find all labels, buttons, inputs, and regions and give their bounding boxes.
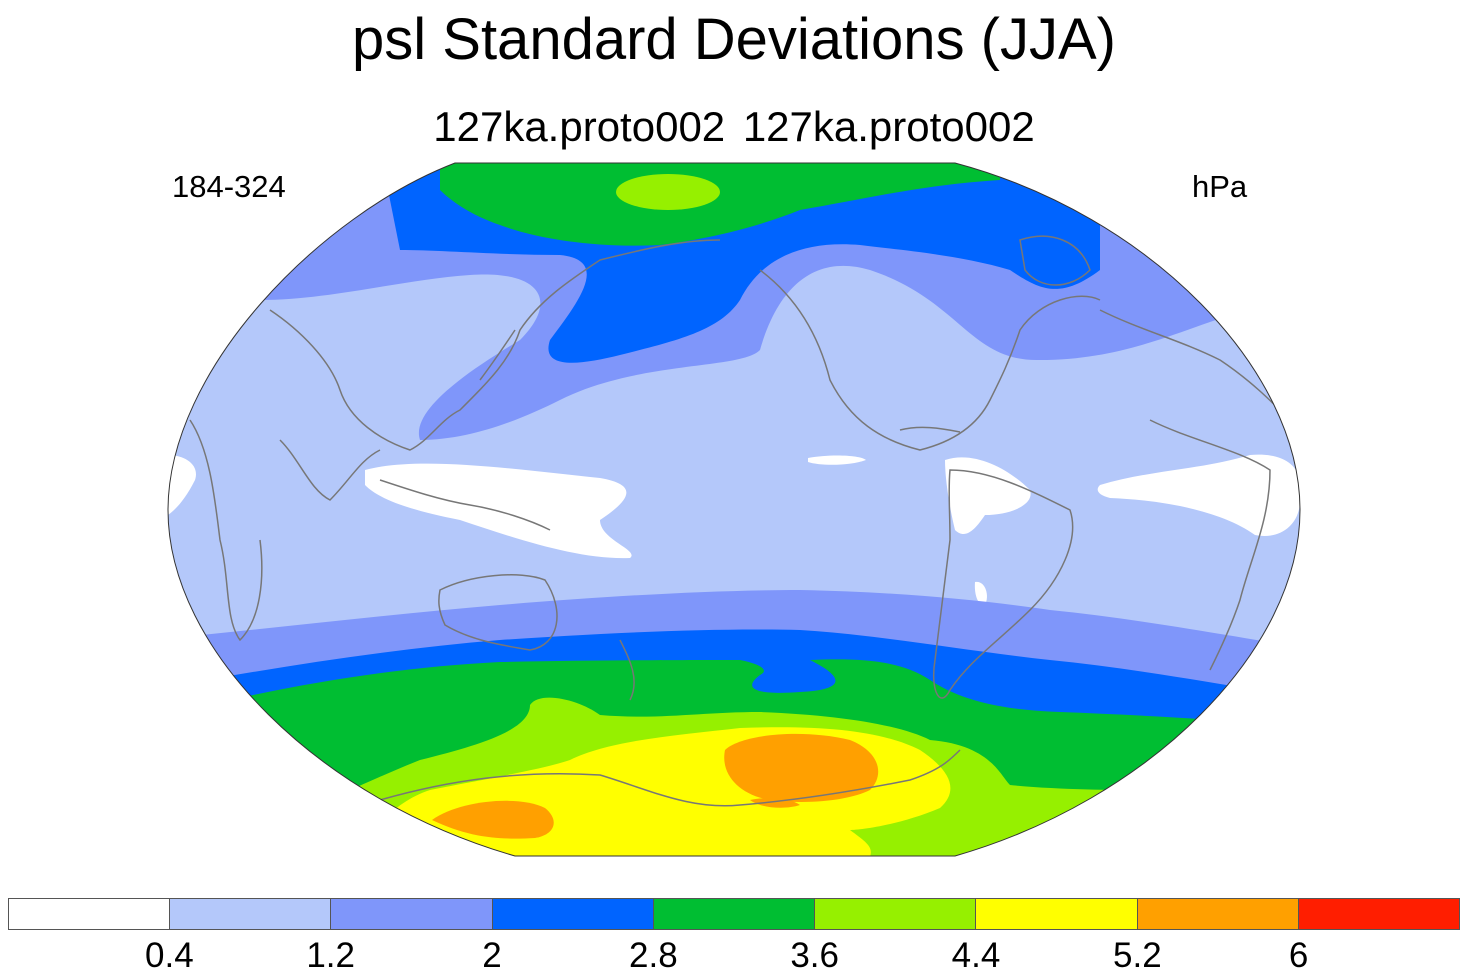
coast-australia [438, 574, 558, 651]
coastlines [189, 235, 1291, 807]
units-label: hPa [1192, 169, 1248, 204]
colorbar-tick-label: 3.6 [790, 936, 839, 975]
colorbar-tick-label: 6 [1288, 936, 1309, 975]
time-range-label: 184-324 [172, 169, 286, 204]
band-below-0.4-epac [808, 455, 866, 465]
colorbar-swatch [653, 899, 816, 929]
colorbar-swatch [9, 899, 171, 929]
colorbar-swatch [331, 899, 493, 929]
coast-samerica [932, 469, 1074, 699]
band-below-0.4-atlantic [1097, 454, 1300, 536]
coast-japan [479, 329, 516, 381]
plot-subtitle: 127ka.proto002 127ka.proto002 [433, 103, 1035, 150]
colorbar-tick-label: 4.4 [951, 936, 1001, 975]
colorbar-swatch [815, 899, 977, 929]
colorbar-tick-label: 1.2 [306, 936, 355, 975]
colorbar-tick-label: 0.4 [145, 936, 194, 975]
colorbar-tick-label: 2 [482, 936, 502, 975]
band-below-0.4-samerica [945, 457, 1031, 535]
coast-greenland [1019, 235, 1091, 286]
colorbar-swatch [1298, 899, 1459, 929]
band-5.2-6-wedd [432, 800, 554, 839]
coast-nz [619, 639, 635, 701]
globe-outline [167, 162, 1301, 857]
band-3.6-4.4-north [616, 174, 720, 210]
coast-africa [189, 419, 263, 642]
plot-title: psl Standard Deviations (JJA) [352, 7, 1116, 72]
contour-fill [168, 163, 1300, 856]
coast-caribbean [899, 426, 961, 433]
coast-antarctica [379, 749, 961, 807]
band-2.8-3.6-north [440, 163, 1000, 246]
coast-indonesia [379, 479, 551, 531]
colorbar-swatch [492, 899, 654, 929]
coast-africa-east [1149, 419, 1271, 671]
coast-namerica [759, 269, 1101, 451]
colorbar [8, 898, 1460, 930]
colorbar-swatch [170, 899, 332, 929]
colorbar-swatch [976, 899, 1138, 929]
band-5.2-6-ross [724, 733, 879, 802]
colorbar-swatch [1137, 899, 1299, 929]
coast-india [279, 439, 381, 501]
colorbar-tick-label: 5.2 [1113, 936, 1162, 975]
coast-asia [269, 239, 721, 451]
band-below-0.4-indian [168, 455, 196, 515]
coast-europe [1099, 309, 1291, 421]
colorbar-tick-label: 2.8 [629, 936, 678, 975]
band-below-0.4-andes [974, 581, 987, 606]
